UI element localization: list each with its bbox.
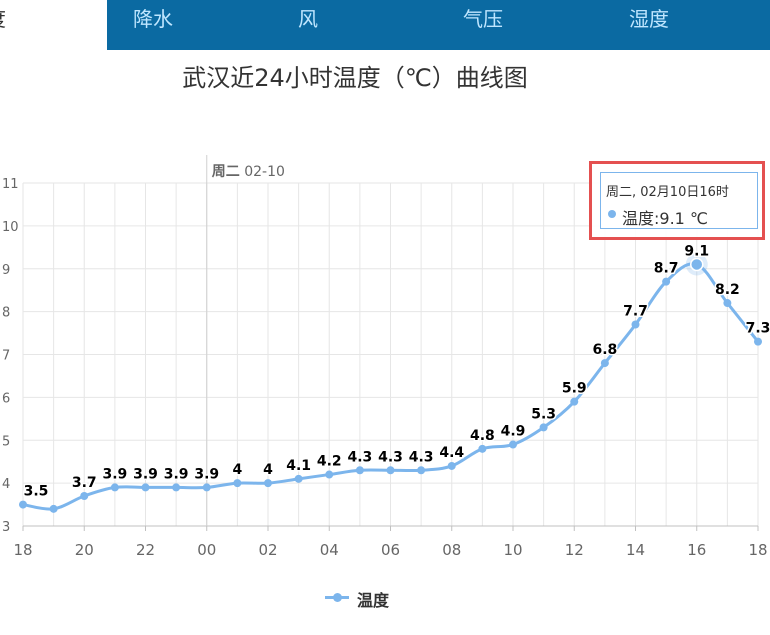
data-point [447,461,456,470]
data-label: 3.5 [24,484,49,500]
data-point [233,479,242,488]
data-point [386,466,395,475]
tab-precipitation[interactable]: 降水 [133,7,173,31]
data-point [141,483,150,492]
x-tick-label: 06 [381,541,400,559]
data-point [110,483,119,492]
chart-title: 武汉近24小时温度（℃）曲线图 [182,64,528,92]
data-point [294,474,303,483]
tooltip-highlight-box: 周二, 02月10日16时 温度:9.1 ℃ [589,161,765,240]
data-label: 7.7 [623,303,648,319]
x-tick-label: 18 [13,541,32,559]
data-point [264,479,272,488]
data-label: 4.8 [470,428,495,444]
data-label: 4.1 [286,458,311,474]
tooltip-header: 周二, 02月10日16时 [606,185,729,200]
y-tick-label: 6 [2,391,10,406]
x-tick-label: 10 [503,541,522,559]
data-point [662,277,671,286]
legend-dot-symbol [333,593,342,602]
data-label: 4.4 [439,445,464,461]
data-point [723,299,732,308]
tooltip-panel [600,172,758,229]
highlighted-point [690,257,704,272]
data-point [417,466,426,475]
tab-humidity[interactable]: 湿度 [629,7,669,31]
data-label: 5.3 [531,406,556,422]
data-label: 4.3 [378,449,403,465]
x-tick-label: 16 [687,541,706,559]
y-tick-label: 11 [2,177,19,192]
x-tick-label: 00 [197,541,216,559]
data-point [80,491,89,500]
tooltip-series-name: 温度 [622,209,655,228]
tab-pressure[interactable]: 气压 [463,7,503,31]
y-tick-label: 7 [2,349,10,364]
data-label: 6.8 [592,342,617,358]
y-tick-label: 9 [2,263,10,278]
day-separator-label: 周二 02-10 [212,164,285,180]
y-tick-label: 8 [2,306,10,321]
legend-label: 温度 [357,591,390,610]
data-label: 4.3 [347,449,372,465]
x-tick-label: 18 [748,541,767,559]
data-label: 5.9 [562,381,587,397]
day-separator-weekday: 周二 [212,164,240,180]
day-separator-date: 02-10 [240,164,285,180]
data-point [202,483,211,492]
x-tick-label: 22 [136,541,155,559]
x-tick-label: 02 [258,541,277,559]
data-point [172,483,181,492]
y-tick-label: 4 [2,477,10,492]
data-point [539,423,548,432]
data-label: 9.1 [684,243,709,259]
data-point [478,444,487,453]
y-tick-label: 3 [2,520,10,535]
data-point [570,397,579,406]
data-label: 8.7 [654,261,679,277]
data-label: 3.9 [133,466,158,482]
data-label: 3.9 [102,466,127,482]
tooltip-value: 温度:9.1 ℃ [622,209,708,228]
data-point [600,359,609,368]
data-label: 3.7 [72,475,97,491]
x-tick-label: 04 [320,541,339,559]
tooltip-value-text: 9.1 ℃ [659,209,708,228]
data-label: 7.3 [746,321,770,337]
data-label: 4.2 [317,454,342,470]
x-tick-label: 12 [565,541,584,559]
tab-temperature[interactable]: 度 [0,0,107,50]
tooltip-series-dot [608,210,616,218]
data-point [631,320,640,329]
data-label: 3.9 [164,466,189,482]
data-label: 3.9 [194,466,219,482]
tab-wind[interactable]: 风 [298,7,318,31]
x-tick-label: 14 [626,541,645,559]
data-point [49,504,58,513]
data-label: 4 [263,462,273,478]
x-tick-label: 08 [442,541,461,559]
data-label: 8.2 [715,282,740,298]
data-label: 4 [233,462,243,478]
data-point [355,466,364,475]
y-tick-label: 5 [2,434,10,449]
y-tick-label: 10 [2,220,19,235]
tab-bar: 度 降水 风 气压 湿度 [0,0,770,50]
x-tick-label: 20 [75,541,94,559]
data-point [754,337,762,346]
data-label: 4.9 [501,424,526,440]
data-point [19,500,27,509]
data-point [509,440,517,449]
data-point [325,470,334,479]
data-label: 4.3 [409,449,434,465]
